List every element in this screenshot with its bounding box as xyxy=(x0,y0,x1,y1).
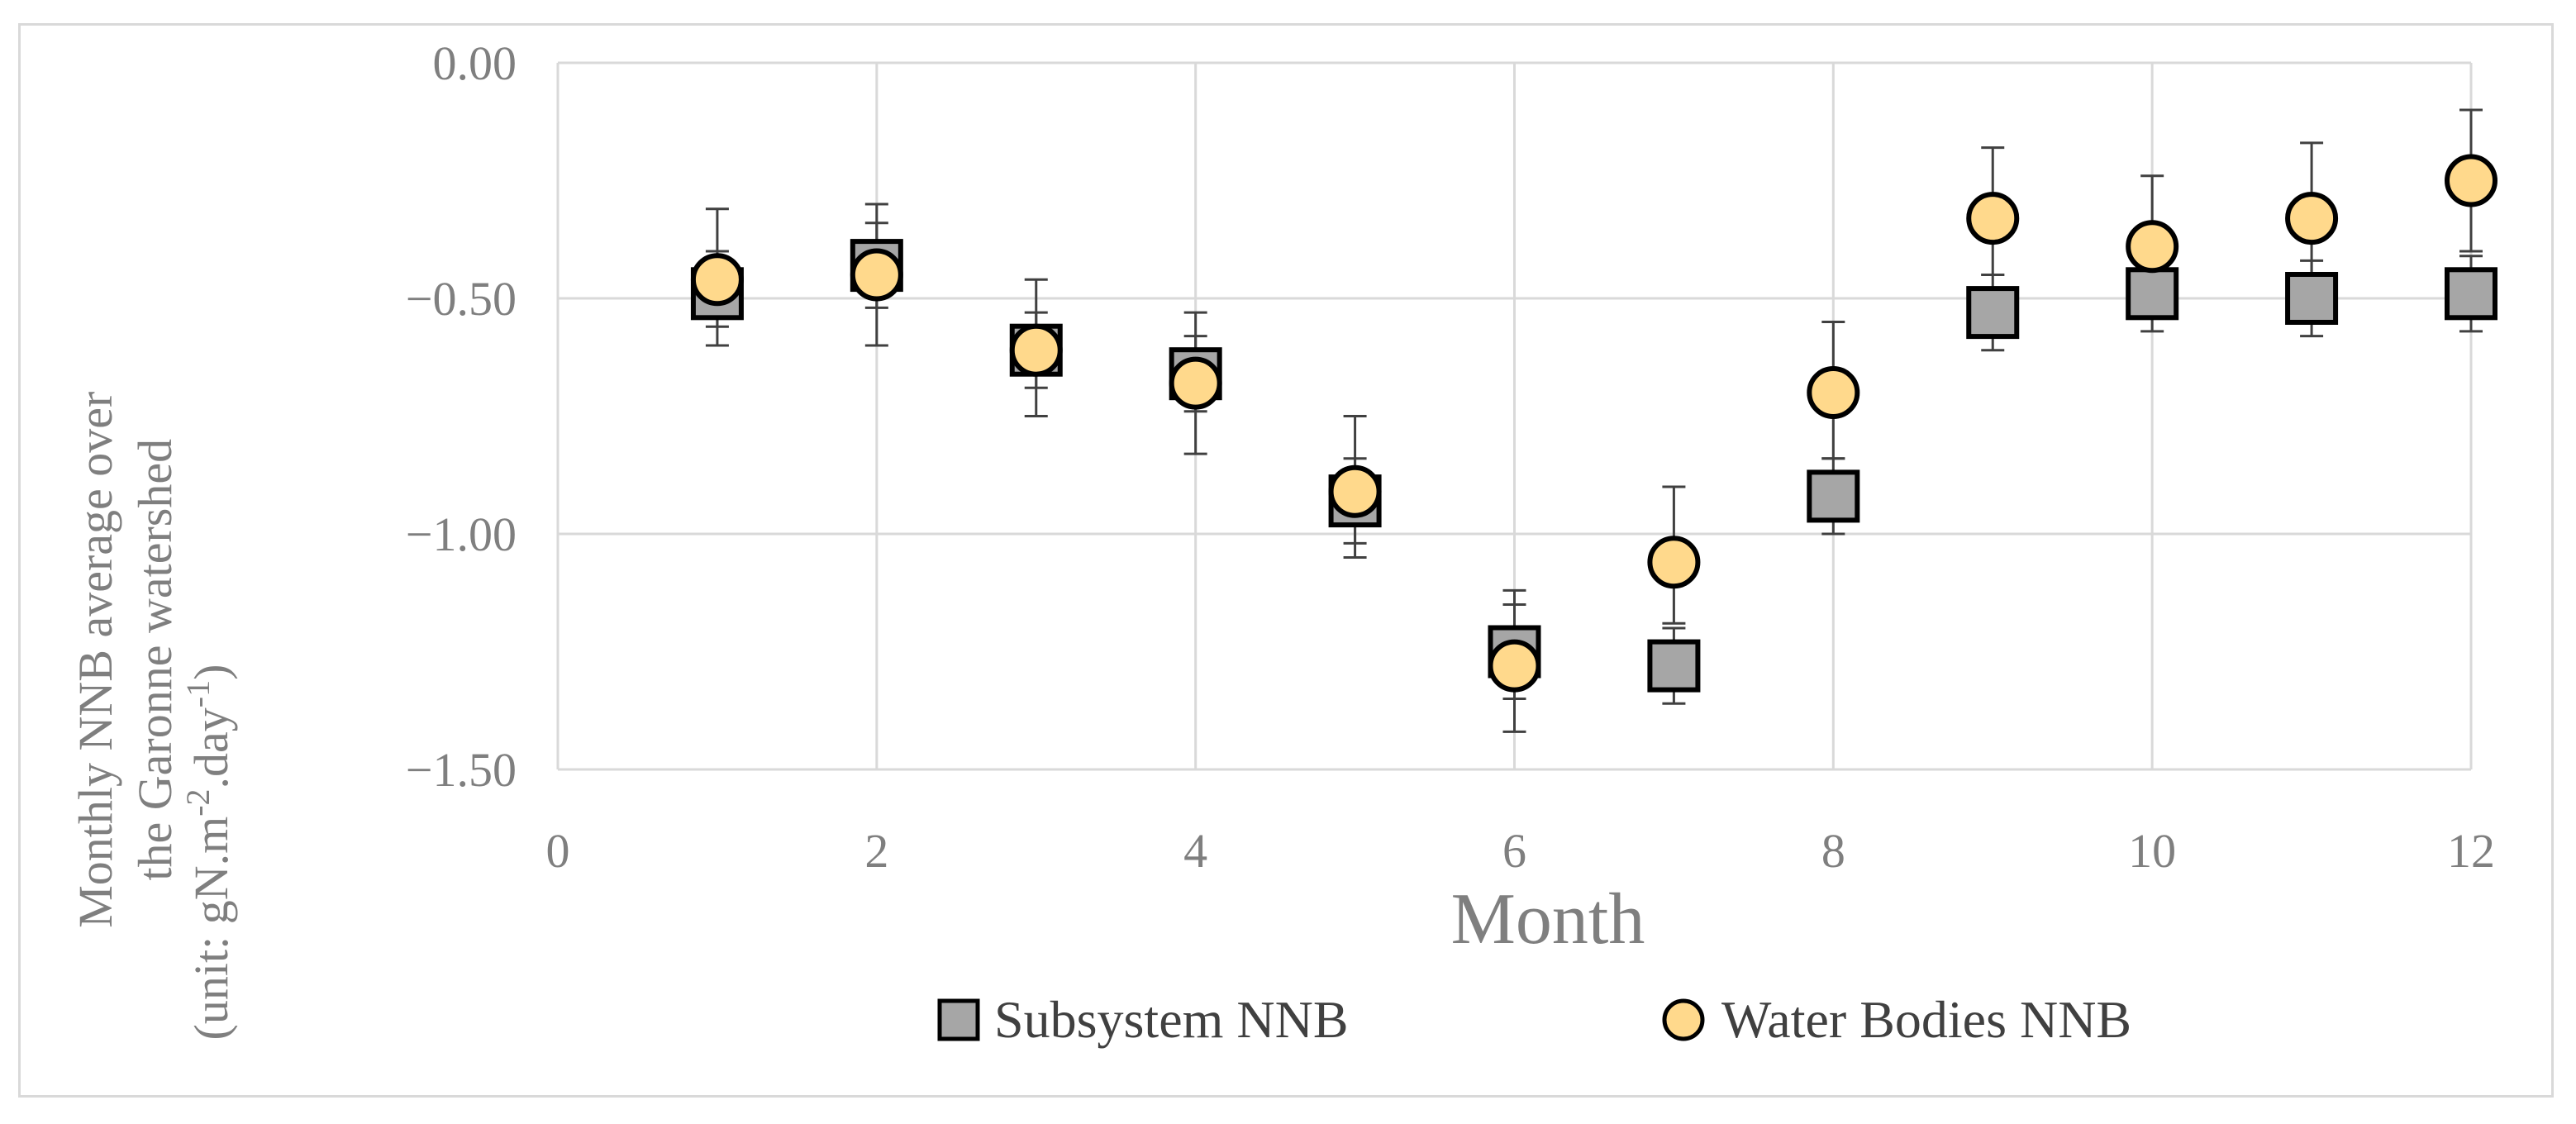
legend: Subsystem NNB Water Bodies NNB xyxy=(937,990,2131,1049)
y-tick-label: 0.00 xyxy=(433,36,517,90)
y-axis-title: Monthly NNB average over the Garonne wat… xyxy=(69,379,238,1040)
x-axis-title: Month xyxy=(1451,879,1645,960)
x-tick-label: 10 xyxy=(2128,824,2176,878)
y-tick-label: −1.00 xyxy=(406,507,517,561)
chart-svg: 0 2 4 6 8 10 12 0.00 −0.50 −1.00 −1.50 Monthly NNB… xyxy=(69,36,2497,1049)
legend-label-water-bodies: Water Bodies NNB xyxy=(1721,990,2131,1049)
water-bodies-point xyxy=(2126,220,2179,274)
water-bodies-point xyxy=(2445,154,2497,207)
water-bodies-point xyxy=(850,248,903,302)
x-tick-label: 12 xyxy=(2447,824,2495,878)
water-bodies-point xyxy=(1647,536,1701,589)
subsystem-point xyxy=(1966,286,2020,340)
subsystem-point xyxy=(1807,469,1860,523)
y-tick-label: −1.50 xyxy=(406,743,517,797)
legend-label-subsystem: Subsystem NNB xyxy=(994,990,1349,1049)
water-bodies-point xyxy=(1009,323,1063,377)
legend-square-marker xyxy=(937,998,980,1041)
x-tick-label: 2 xyxy=(864,824,888,878)
y-axis-title-line-1: Monthly NNB average over xyxy=(69,392,122,928)
subsystem-point xyxy=(2285,272,2339,325)
water-bodies-point xyxy=(1807,366,1860,419)
y-axis-title-unit-exp2: -1 xyxy=(179,680,217,707)
subsystem-point xyxy=(2445,267,2497,321)
legend-circle-marker xyxy=(1662,998,1705,1041)
y-axis-title-line-2: the Garonne watershed xyxy=(128,439,182,881)
water-bodies-point xyxy=(1169,356,1222,410)
water-bodies-point xyxy=(1966,192,2020,245)
x-tick-label: 6 xyxy=(1502,824,1526,878)
y-axis-title-unit-text: (unit: gN.m xyxy=(184,817,238,1041)
legend-item-subsystem: Subsystem NNB xyxy=(937,990,1349,1049)
legend-item-water-bodies: Water Bodies NNB xyxy=(1662,990,2131,1049)
subsystem-point xyxy=(1647,639,1701,693)
y-axis-title-unit-day: .day xyxy=(184,707,238,788)
tick-labels: 0 2 4 6 8 10 12 0.00 −0.50 −1.00 −1.50 xyxy=(406,36,2495,878)
water-bodies-point xyxy=(690,253,744,307)
x-tick-label: 8 xyxy=(1821,824,1845,878)
subsystem-point xyxy=(2126,267,2179,321)
chart-figure: 0 2 4 6 8 10 12 0.00 −0.50 −1.00 −1.50 Monthly NNB… xyxy=(18,23,2554,1098)
x-tick-label: 4 xyxy=(1183,824,1207,878)
water-bodies-point xyxy=(1488,639,1541,693)
data-points xyxy=(690,154,2497,693)
x-tick-label: 0 xyxy=(546,824,570,878)
y-axis-title-unit-close: ) xyxy=(184,664,238,680)
error-bars xyxy=(705,108,2483,733)
y-axis-title-unit-exp1: -2 xyxy=(179,788,217,816)
water-bodies-point xyxy=(2285,192,2339,245)
axes xyxy=(556,63,2471,771)
y-tick-label: −0.50 xyxy=(406,272,517,326)
water-bodies-point xyxy=(1328,464,1382,518)
